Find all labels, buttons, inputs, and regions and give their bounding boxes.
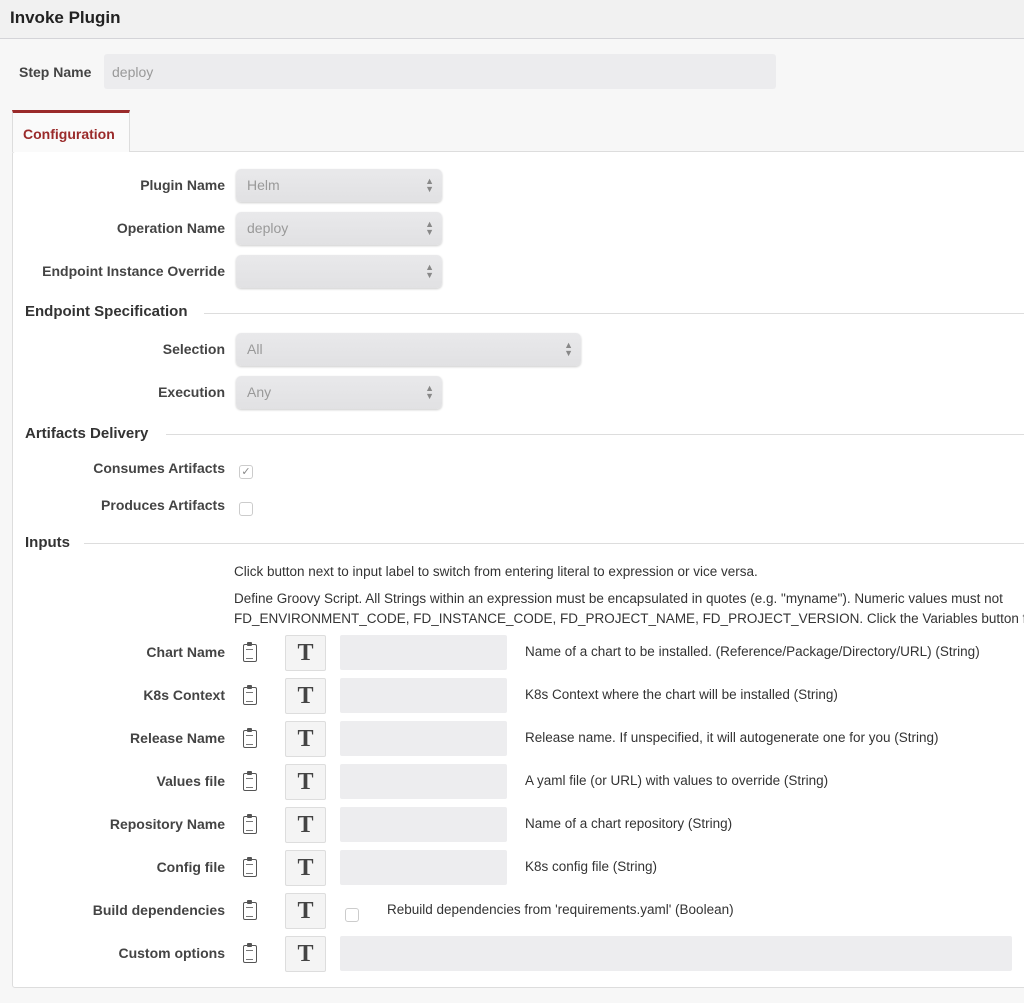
updown-arrow-icon: ▲ ▼ [425,262,434,280]
input-label: Build dependencies [92,902,225,918]
divider [84,543,1024,544]
input-description: Release name. If unspecified, it will au… [525,730,939,745]
groovy-vars-text: FD_ENVIRONMENT_CODE, FD_INSTANCE_CODE, F… [234,611,1024,626]
text-input[interactable] [340,635,507,670]
divider [204,313,1024,314]
expression-toggle-button[interactable]: T [285,936,326,972]
endpoint-override-select[interactable]: ▲ ▼ [236,255,442,288]
input-description: Rebuild dependencies from 'requirements.… [387,902,734,917]
clipboard-icon[interactable] [243,728,257,748]
produces-artifacts-label: Produces Artifacts [101,497,225,513]
input-description: A yaml file (or URL) with values to over… [525,773,829,788]
clipboard-icon[interactable] [243,771,257,791]
plugin-name-value: Helm [247,177,280,193]
consumes-artifacts-checkbox[interactable]: ✓ [239,465,253,479]
dialog-header: Invoke Plugin [0,0,1024,39]
text-input[interactable] [340,807,507,842]
plugin-name-label: Plugin Name [140,177,225,193]
updown-arrow-icon: ▲ ▼ [425,219,434,237]
expression-toggle-button[interactable]: T [285,678,326,714]
input-label: Repository Name [109,816,225,832]
groovy-help-text: Define Groovy Script. All Strings within… [234,591,1003,606]
operation-name-select[interactable]: deploy ▲ ▼ [236,212,442,245]
inputs-help-text: Click button next to input label to swit… [234,564,758,579]
updown-arrow-icon: ▲ ▼ [425,176,434,194]
divider [166,434,1024,435]
expression-toggle-button[interactable]: T [285,893,326,929]
consumes-artifacts-label: Consumes Artifacts [93,460,225,476]
artifacts-heading: Artifacts Delivery [25,425,149,442]
input-description: K8s Context where the chart will be inst… [525,687,838,702]
input-description: K8s config file (String) [525,859,658,874]
step-name-input[interactable]: deploy [104,54,776,89]
produces-artifacts-checkbox[interactable] [239,502,253,516]
execution-label: Execution [158,384,225,400]
input-label: Config file [156,859,225,875]
endpoint-spec-heading: Endpoint Specification [25,303,188,320]
clipboard-icon[interactable] [243,857,257,877]
operation-name-label: Operation Name [116,220,225,236]
input-label: Release Name [130,730,225,746]
step-name-label: Step Name [19,64,92,80]
input-label: Custom options [118,945,225,961]
custom-options-input[interactable] [340,936,1012,971]
input-label: K8s Context [143,687,225,703]
dialog-title: Invoke Plugin [10,8,121,27]
input-description: Name of a chart repository (String) [525,816,733,831]
clipboard-icon[interactable] [243,900,257,920]
input-description: Name of a chart to be installed. (Refere… [525,644,980,659]
expression-toggle-button[interactable]: T [285,807,326,843]
text-input[interactable] [340,850,507,885]
expression-toggle-button[interactable]: T [285,764,326,800]
expression-toggle-button[interactable]: T [285,850,326,886]
text-input[interactable] [340,721,507,756]
configuration-panel [12,151,1024,988]
build-dependencies-checkbox[interactable] [345,908,359,922]
expression-toggle-button[interactable]: T [285,635,326,671]
tab-configuration[interactable]: Configuration [12,110,130,152]
endpoint-override-label: Endpoint Instance Override [42,263,225,279]
selection-label: Selection [162,341,225,357]
text-input[interactable] [340,678,507,713]
selection-select[interactable]: All ▲ ▼ [236,333,581,366]
clipboard-icon[interactable] [243,642,257,662]
expression-toggle-button[interactable]: T [285,721,326,757]
updown-arrow-icon: ▲ ▼ [564,340,573,358]
inputs-heading: Inputs [25,534,70,551]
operation-name-value: deploy [247,220,289,236]
clipboard-icon[interactable] [243,685,257,705]
text-input[interactable] [340,764,507,799]
input-label: Chart Name [146,644,225,660]
input-label: Values file [156,773,225,789]
updown-arrow-icon: ▲ ▼ [425,383,434,401]
clipboard-icon[interactable] [243,943,257,963]
execution-select[interactable]: Any ▲ ▼ [236,376,442,409]
plugin-name-select[interactable]: Helm ▲ ▼ [236,169,442,202]
clipboard-icon[interactable] [243,814,257,834]
